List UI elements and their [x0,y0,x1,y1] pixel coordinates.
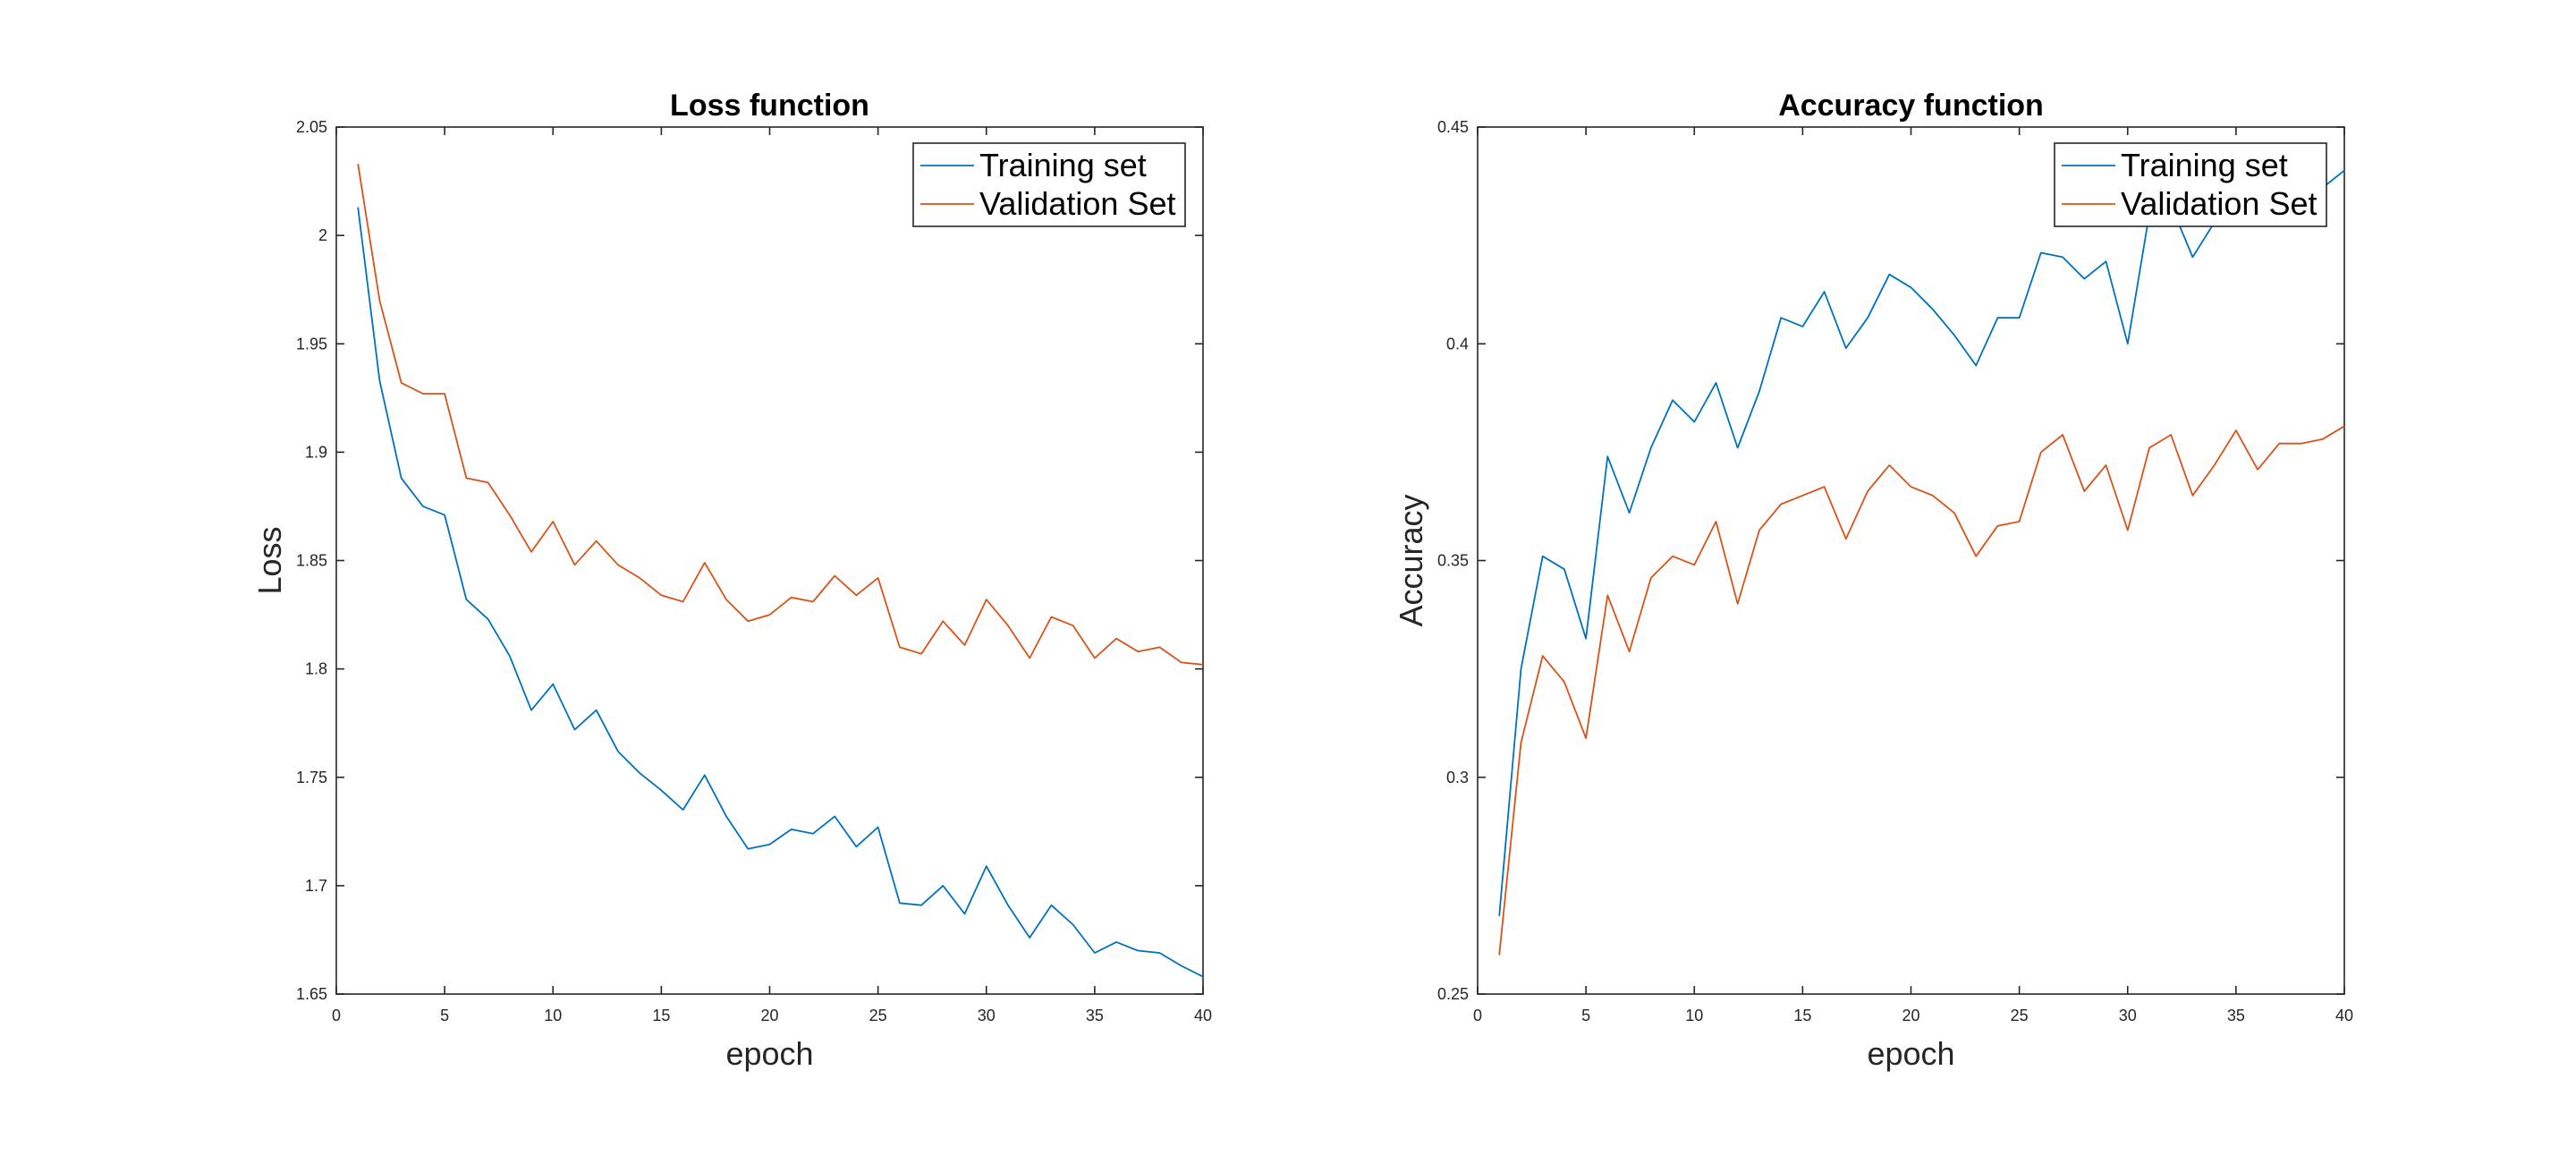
x-tick-label: 30 [2119,1007,2137,1024]
legend-box [2054,142,2327,227]
y-tick-label: 2 [318,226,327,244]
y-tick-label: 2.05 [296,118,327,136]
y-tick-label: 1.8 [305,660,327,678]
y-axis-label: Accuracy [1393,494,1429,626]
legend-training-label: Training set [979,147,1147,183]
training-set-line [357,207,1204,978]
x-tick-label: 35 [2227,1007,2245,1024]
x-tick-label: 5 [1581,1007,1590,1024]
y-tick-label: 1.75 [296,769,327,786]
x-tick-label: 0 [332,1007,341,1024]
validation-set-line [1498,425,2345,956]
legend-validation-label: Validation Set [979,185,1175,222]
chart-title: Accuracy function [1778,89,2044,123]
x-tick-label: 15 [1793,1007,1811,1024]
y-tick-label: 0.45 [1437,118,1469,136]
x-tick-label: 10 [544,1007,562,1024]
x-tick-label: 40 [1194,1007,1212,1024]
y-tick-label: 0.3 [1446,769,1469,786]
x-tick-label: 20 [1902,1007,1919,1024]
y-tick-label: 0.35 [1437,552,1469,570]
x-tick-label: 40 [2335,1007,2353,1024]
x-tick-label: 15 [652,1007,670,1024]
training-set-line [1498,169,2345,916]
x-tick-label: 25 [2011,1007,2029,1024]
y-tick-label: 1.65 [296,985,327,1003]
x-tick-label: 30 [978,1007,996,1024]
y-tick-label: 1.9 [305,443,327,461]
plot-area-frame [335,126,1204,995]
legend-training-label: Training set [2121,147,2288,183]
accuracy-chart: 0 5 10 15 20 25 30 35 40 0.25 0.3 0.35 0.4 0.45 Accura… [1393,89,2353,1072]
y-tick-label: 0.4 [1446,335,1469,353]
y-tick-label: 1.7 [305,877,327,895]
x-tick-label: 25 [869,1007,887,1024]
x-tick-label: 0 [1473,1007,1482,1024]
x-axis-label: epoch [1867,1035,1954,1072]
y-tick-label: 1.95 [296,335,327,353]
chart-title: Loss function [670,89,869,123]
loss-chart: 0 5 10 15 20 25 30 35 40 1.65 1.7 1.75 1.8 1.85 1.9 1.9… [251,89,1212,1072]
y-tick-label: 0.25 [1437,985,1469,1003]
x-tick-label: 20 [760,1007,778,1024]
plot-area-frame [1477,126,2345,995]
x-axis-label: epoch [725,1035,813,1072]
y-tick-label: 1.85 [296,552,327,570]
legend-validation-label: Validation Set [2121,185,2317,222]
x-tick-label: 10 [1685,1007,1703,1024]
validation-set-line [357,164,1204,666]
x-tick-label: 35 [1086,1007,1104,1024]
x-tick-label: 5 [440,1007,449,1024]
y-axis-label: Loss [251,526,288,594]
legend-box [912,142,1186,227]
